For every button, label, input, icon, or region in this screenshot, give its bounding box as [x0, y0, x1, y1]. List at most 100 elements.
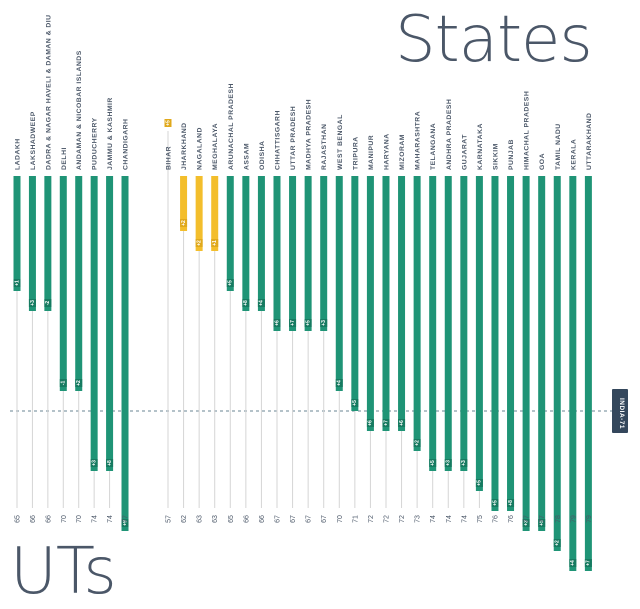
change-marker-lakshadweep	[28, 299, 36, 307]
change-label-tripura: +5	[352, 400, 358, 406]
value-label-bihar: 57	[166, 515, 173, 523]
bar-kerala	[569, 176, 577, 571]
bar-jharkhand	[180, 176, 188, 231]
change-label-uttarakhand: +7	[586, 560, 592, 566]
category-label-rajasthan: RAJASTHAN	[321, 124, 328, 170]
value-label-nagaland: 63	[197, 515, 204, 523]
change-marker-odisha	[257, 299, 265, 307]
change-marker-dadra-nagar-haveli-daman-diu	[44, 299, 52, 307]
category-label-sikkim: SIKKIM	[492, 143, 499, 170]
value-label-chandigarh: 77	[123, 515, 130, 523]
value-label-andaman-nicobar-islands: 70	[76, 515, 83, 523]
category-label-himachal-pradesh: HIMACHAL PRADESH	[524, 91, 531, 170]
change-marker-assam	[242, 299, 250, 307]
change-marker-delhi	[59, 379, 67, 387]
change-label-maharashtra: +2	[414, 440, 420, 446]
category-label-uttarakhand: UTTARAKHAND	[586, 113, 593, 170]
category-label-puducherry: PUDUCHERRY	[92, 117, 99, 170]
change-label-uttar-pradesh: +7	[290, 320, 296, 326]
change-label-sikkim: +5	[492, 500, 498, 506]
value-label-jammu-kashmir: 74	[107, 515, 114, 523]
value-label-uttarakhand: 79	[586, 515, 593, 523]
change-marker-puducherry	[90, 459, 98, 467]
bar-puducherry	[90, 176, 98, 471]
value-label-madhya-pradesh: 67	[306, 515, 313, 523]
bar-jammu-kashmir	[106, 176, 114, 471]
change-label-bihar: +5	[165, 120, 171, 126]
category-label-punjab: PUNJAB	[508, 139, 515, 170]
value-label-gujarat: 74	[461, 515, 468, 523]
bar-dadra-nagar-haveli-daman-diu	[44, 176, 52, 311]
change-label-punjab: +8	[508, 500, 514, 506]
value-label-puducherry: 74	[92, 515, 99, 523]
change-marker-kerala	[569, 559, 577, 567]
change-marker-chandigarh	[121, 519, 129, 527]
category-label-andaman-nicobar-islands: ANDAMAN & NICOBAR ISLANDS	[76, 50, 83, 170]
category-label-kerala: KERALA	[570, 139, 577, 170]
value-label-rajasthan: 67	[321, 515, 328, 523]
bar-himachal-pradesh	[522, 176, 530, 531]
bar-uttarakhand	[584, 176, 592, 571]
category-label-arunachal-pradesh: ARUNACHAL PRADESH	[228, 83, 235, 170]
value-label-ladakh: 65	[15, 515, 22, 523]
change-label-madhya-pradesh: +5	[305, 320, 311, 326]
category-label-chhattisgarh: CHHATTISGARH	[274, 110, 281, 170]
bar-meghalaya	[211, 176, 219, 251]
change-label-assam: +8	[243, 300, 249, 306]
change-marker-ladakh	[13, 279, 21, 287]
bar-gujarat	[460, 176, 468, 471]
change-label-jharkhand: +2	[181, 220, 187, 226]
change-marker-arunachal-pradesh	[226, 279, 234, 287]
change-marker-mizoram	[398, 419, 406, 427]
bar-tripura	[351, 176, 359, 411]
bar-rajasthan	[320, 176, 328, 331]
change-marker-telangana	[429, 459, 437, 467]
category-label-jharkhand: JHARKHAND	[181, 122, 188, 170]
value-label-sikkim: 76	[492, 515, 499, 523]
value-label-delhi: 70	[61, 515, 68, 523]
bar-odisha	[257, 176, 265, 311]
category-label-chandigarh: CHANDIGARH	[123, 119, 130, 170]
change-label-west-bengal: +4	[337, 380, 343, 386]
value-label-chhattisgarh: 67	[274, 515, 281, 523]
change-label-himachal-pradesh: +3	[523, 520, 529, 526]
bar-chhattisgarh	[273, 176, 281, 331]
change-label-arunachal-pradesh: +5	[228, 280, 234, 286]
bar-uttar-pradesh	[289, 176, 297, 331]
change-marker-punjab	[507, 499, 515, 507]
change-label-meghalaya: +1	[212, 240, 218, 246]
change-marker-andhra-pradesh	[444, 459, 452, 467]
bar-west-bengal	[335, 176, 343, 391]
bar-mizoram	[398, 176, 406, 431]
bar-lakshadweep	[28, 176, 36, 311]
change-label-manipur: +6	[368, 420, 374, 426]
category-label-madhya-pradesh: MADHYA PRADESH	[306, 99, 313, 170]
category-label-uttar-pradesh: UTTAR PRADESH	[290, 106, 297, 170]
change-label-delhi: -1	[61, 381, 67, 386]
change-marker-west-bengal	[335, 379, 343, 387]
bar-delhi	[59, 176, 67, 391]
value-label-jharkhand: 62	[181, 515, 188, 523]
change-label-rajasthan: +3	[321, 320, 327, 326]
change-marker-chhattisgarh	[273, 319, 281, 327]
category-label-gujarat: GUJARAT	[461, 134, 468, 170]
change-marker-nagaland	[195, 239, 203, 247]
change-marker-jammu-kashmir	[106, 459, 114, 467]
change-label-tamil-nadu: +2	[555, 540, 561, 546]
change-label-chandigarh: +9	[122, 520, 128, 526]
change-label-dadra-nagar-haveli-daman-diu: -2	[45, 301, 51, 306]
category-label-tripura: TRIPURA	[352, 136, 359, 170]
category-label-haryana: HARYANA	[383, 133, 390, 170]
category-label-telangana: TELANGANA	[430, 123, 437, 170]
category-label-jammu-kashmir: JAMMU & KASHMIR	[107, 97, 114, 170]
change-label-karnataka: +5	[477, 480, 483, 486]
change-marker-karnataka	[475, 479, 483, 487]
change-marker-meghalaya	[211, 239, 219, 247]
value-label-assam: 66	[243, 515, 250, 523]
bar-haryana	[382, 176, 390, 431]
value-label-kerala: 79	[570, 515, 577, 523]
change-label-lakshadweep: +3	[30, 300, 36, 306]
bar-madhya-pradesh	[304, 176, 312, 331]
change-label-jammu-kashmir: +8	[107, 460, 113, 466]
bar-andhra-pradesh	[444, 176, 452, 471]
